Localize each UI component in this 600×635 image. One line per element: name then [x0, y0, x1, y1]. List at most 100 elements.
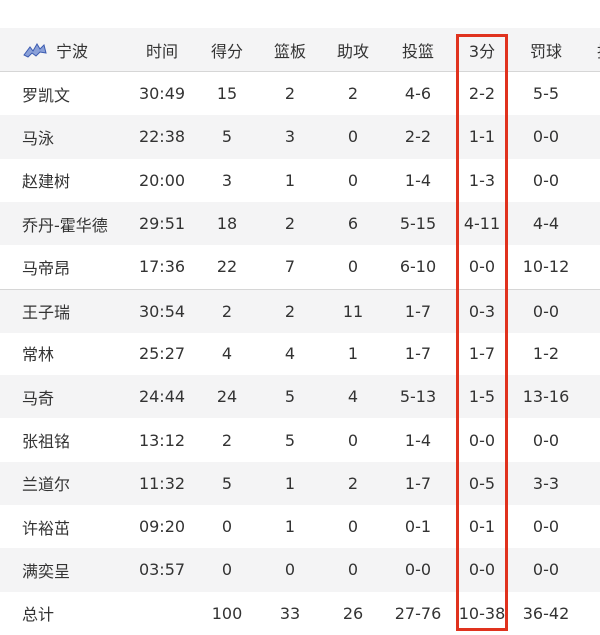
player-name: 满奕呈 — [22, 561, 71, 581]
player-name: 赵建树 — [22, 172, 71, 192]
stat-three: 0-5 — [468, 473, 496, 493]
column-header[interactable]: 3分 — [468, 41, 496, 61]
stat-pts: 24 — [216, 387, 238, 407]
table-row[interactable]: 兰道尔 11:32 5 1 2 1-7 0-5 3-3 — [0, 461, 600, 506]
stat-three: 1-7 — [468, 343, 496, 363]
stat-fg: 6-10 — [399, 257, 437, 277]
stat-ft: 36-42 — [522, 603, 570, 623]
stat-time: 30:54 — [138, 301, 186, 321]
stat-pts: 5 — [221, 473, 233, 493]
stat-fg: 1-7 — [404, 473, 432, 493]
stat-fg: 5-15 — [399, 214, 437, 234]
player-name: 常林 — [22, 345, 55, 365]
stat-ft: 4-4 — [532, 214, 560, 234]
stat-ft: 13-16 — [522, 387, 570, 407]
stat-three: 0-3 — [468, 301, 496, 321]
stat-fg: 0-1 — [404, 517, 432, 537]
team-name: 宁波 — [56, 41, 89, 61]
stat-three: 10-38 — [458, 603, 506, 623]
stat-three: 4-11 — [463, 214, 501, 234]
stat-three: 0-0 — [468, 560, 496, 580]
column-header[interactable]: 罚球 — [529, 41, 562, 61]
player-name: 马帝昂 — [22, 258, 71, 278]
stat-ft: 0-0 — [532, 301, 560, 321]
player-name: 马奇 — [22, 388, 55, 408]
stat-reb: 1 — [284, 170, 296, 190]
stat-ast: 4 — [347, 387, 359, 407]
stat-reb: 1 — [284, 517, 296, 537]
stat-pts: 15 — [216, 84, 238, 104]
stat-ft: 10-12 — [522, 257, 570, 277]
stat-ft: 5-5 — [532, 84, 560, 104]
column-header[interactable]: 抢 — [575, 38, 600, 62]
stat-three: 0-0 — [468, 430, 496, 450]
stat-ast: 26 — [342, 603, 364, 623]
stat-reb: 5 — [284, 387, 296, 407]
stat-reb: 7 — [284, 257, 296, 277]
player-name: 许裕茁 — [22, 518, 71, 538]
stat-reb: 2 — [284, 301, 296, 321]
stat-three: 1-3 — [468, 170, 496, 190]
stat-ast: 6 — [347, 214, 359, 234]
stat-reb: 0 — [284, 560, 296, 580]
stat-ast: 2 — [347, 473, 359, 493]
stat-reb: 2 — [284, 84, 296, 104]
stat-reb: 4 — [284, 343, 296, 363]
player-name: 罗凯文 — [22, 85, 71, 105]
table-row[interactable]: 马奇 24:44 24 5 4 5-13 1-5 13-16 — [0, 375, 600, 419]
total-label: 总计 — [22, 605, 55, 625]
stat-time: 13:12 — [138, 430, 186, 450]
table-row[interactable]: 许裕茁 09:20 0 1 0 0-1 0-1 0-0 — [0, 505, 600, 548]
stat-ft: 1-2 — [532, 343, 560, 363]
stat-fg: 5-13 — [399, 387, 437, 407]
stat-three: 0-0 — [468, 257, 496, 277]
stat-pts: 3 — [221, 170, 233, 190]
player-name: 兰道尔 — [22, 475, 71, 495]
player-name: 王子瑞 — [22, 303, 71, 323]
stat-fg: 1-7 — [404, 343, 432, 363]
table-row[interactable]: 满奕呈 03:57 0 0 0 0-0 0-0 0-0 — [0, 548, 600, 592]
column-header[interactable]: 时间 — [145, 41, 178, 61]
table-row[interactable]: 乔丹-霍华德 29:51 18 2 6 5-15 4-11 4-4 — [0, 201, 600, 246]
stat-three: 0-1 — [468, 517, 496, 537]
stat-three: 2-2 — [468, 84, 496, 104]
stat-ast: 0 — [347, 170, 359, 190]
stat-ast: 0 — [347, 257, 359, 277]
table-row[interactable]: 王子瑞 30:54 2 2 11 1-7 0-3 0-0 — [0, 288, 600, 333]
table-row[interactable]: 常林 25:27 4 4 1 1-7 1-7 1-2 — [0, 332, 600, 375]
column-header[interactable]: 篮板 — [273, 41, 306, 61]
table-row[interactable]: 马帝昂 17:36 22 7 0 6-10 0-0 10-12 — [0, 245, 600, 288]
table-row[interactable]: 马泳 22:38 5 3 0 2-2 1-1 0-0 — [0, 115, 600, 159]
stat-time: 30:49 — [138, 84, 186, 104]
team-header: 宁波 — [22, 38, 88, 62]
table-row[interactable]: 张祖铭 13:12 2 5 0 1-4 0-0 0-0 — [0, 418, 600, 461]
stat-fg: 2-2 — [404, 127, 432, 147]
player-name: 马泳 — [22, 128, 55, 148]
stat-ast: 2 — [347, 84, 359, 104]
stat-pts: 4 — [221, 343, 233, 363]
stat-time: 09:20 — [138, 517, 186, 537]
player-name: 乔丹-霍华德 — [22, 215, 108, 235]
column-header[interactable]: 得分 — [210, 41, 243, 61]
total-row[interactable]: 总计 100 33 26 27-76 10-38 36-42 — [0, 592, 600, 635]
stat-ft: 3-3 — [532, 473, 560, 493]
stat-three: 1-5 — [468, 387, 496, 407]
stat-ft: 0-0 — [532, 170, 560, 190]
column-header[interactable]: 投篮 — [401, 41, 434, 61]
stat-time: 24:44 — [138, 387, 186, 407]
stat-time: 17:36 — [138, 257, 186, 277]
stat-fg: 1-7 — [404, 301, 432, 321]
stat-ast: 0 — [347, 430, 359, 450]
team-logo-icon — [23, 42, 47, 58]
stat-pts: 0 — [221, 560, 233, 580]
stat-ft: 0-0 — [532, 127, 560, 147]
table-row[interactable]: 罗凯文 30:49 15 2 2 4-6 2-2 5-5 — [0, 72, 600, 115]
column-header[interactable]: 助攻 — [336, 41, 369, 61]
stat-ast: 0 — [347, 517, 359, 537]
stat-ast: 11 — [342, 301, 364, 321]
table-row[interactable]: 赵建树 20:00 3 1 0 1-4 1-3 0-0 — [0, 159, 600, 202]
stat-ft: 0-0 — [532, 517, 560, 537]
player-name: 张祖铭 — [22, 432, 71, 452]
stat-fg: 1-4 — [404, 430, 432, 450]
stat-fg: 0-0 — [404, 560, 432, 580]
